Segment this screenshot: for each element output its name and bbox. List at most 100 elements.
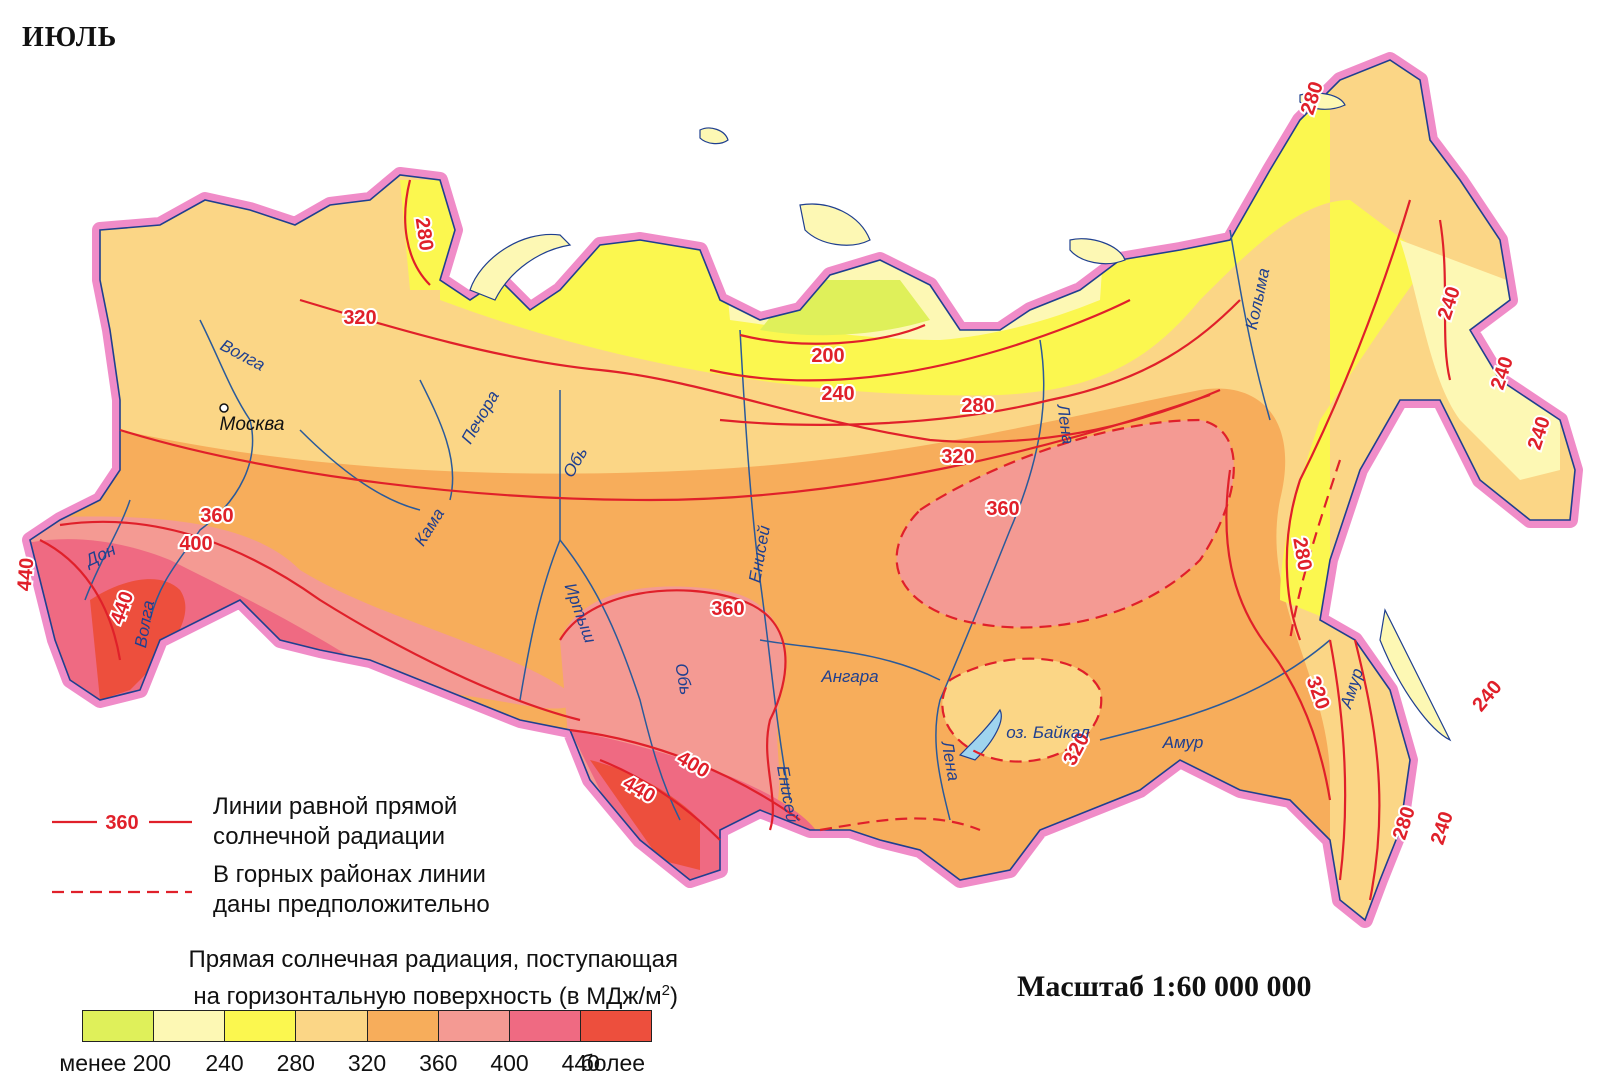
river-angara [759,639,941,681]
isoline-label: 400 [179,533,212,555]
isoline-label: 360 [986,498,1019,520]
legend-scale-title-line1: Прямая солнечная радиация, поступающая [188,946,678,973]
legend-color-cell [83,1011,155,1041]
legend-tick-label: менее 200 [59,1050,172,1076]
island-sakhalin [1379,608,1452,742]
legend-solid-line-sample: 360 [52,812,192,834]
river-kolyma [1229,229,1271,421]
river-lena [935,339,1045,821]
arctic-islands [469,92,1452,742]
isoline-label: 440 [14,557,39,592]
legend-dashed-line-text-1: В горных районах линии [213,861,486,888]
isoline-320-baikal-dashed [941,657,1103,763]
isoline-360-east-dashed [895,418,1235,629]
isoline-label: 320 [941,446,974,468]
city-label: Москва [220,414,285,435]
isoline-label: 280 [961,395,994,417]
legend-tick-label: 440 [561,1050,600,1076]
legend-dashed-line-text: В горных районах линии даны предположите… [213,860,573,920]
isoline-400-altai [569,728,801,821]
isoline-400-west [59,520,581,722]
river-volga [149,319,254,621]
legend-scale-title-line2: на горизонтальную поверхность (в МДж/м2) [38,975,678,1012]
island-franz-josef [699,127,729,145]
isoline-200 [739,323,926,345]
legend-color-cell [509,1011,581,1041]
legend-scale-title-end: ) [670,983,678,1010]
zone-over-440-caspian [90,579,186,700]
isoline-label: 240 [1427,809,1458,848]
legend-scale-title-line2-text: на горизонтальную поверхность (в МДж/м [193,983,662,1010]
isoline-label: 320 [343,307,376,329]
river-irtysh [519,539,561,701]
legend-color-cell [154,1011,226,1041]
river-label: Ангара [820,667,878,686]
legend-tick-label: 360 [419,1050,458,1076]
legend-solid-line-text-2: солнечной радиации [213,823,446,850]
island-novosibirsk [1069,238,1126,265]
legend-scale-title: Прямая солнечная радиация, поступающая н… [38,944,678,1012]
isolines-dashed [819,418,1342,832]
legend-solid-line-text-1: Линии равной прямой [213,793,458,820]
isoline-320-north [299,298,1221,444]
isoline-280-kola [404,179,431,286]
legend-solid-line-label: 360 [105,812,138,834]
isoline-280-east [1285,199,1412,641]
isoline-mountain-south-dashed [819,817,981,832]
zone-over-440-altai [590,760,700,870]
isoline-label: 240 [821,383,854,405]
isoline-440-altai [599,758,721,841]
river-don [84,499,131,601]
legend-tick-label: 280 [276,1050,315,1076]
map-scale: Масштаб 1:60 000 000 [1017,970,1312,1003]
isoline-240-south [1353,639,1381,901]
legend-dashed-line-text-2: даны предположительно [213,891,490,918]
river-ob-upper [559,539,681,821]
isoline-label: 280 [411,216,437,252]
land-outline [29,59,1576,922]
lake-label: оз. Байкал [1006,723,1090,742]
legend-tick-label: 320 [347,1050,387,1076]
isoline-360-altai [559,589,787,831]
river-yenisei [739,329,791,801]
isoline-label: 360 [200,505,233,527]
legend-color-cell [225,1011,297,1041]
zone-240-280 [700,60,1120,340]
isoline-440-west [39,539,122,661]
isoline-280-south [1328,639,1347,881]
isoline-360-west [119,393,1211,502]
isoline-240-kamchatka [1438,219,1452,381]
zone-320-base-north [400,180,450,290]
legend-color-cell [367,1011,439,1041]
map-title: ИЮЛЬ [22,22,118,53]
zone-360-400-east [896,420,1234,628]
legend-tick-label: более [580,1050,646,1076]
river-amur [1099,639,1331,741]
island-wrangel [1299,92,1346,110]
legend-solid-line-text: Линии равной прямой солнечной радиации [213,792,573,852]
legend-tick-label: 400 [490,1050,529,1076]
isoline-280-east-dashed [1288,459,1342,641]
legend-scale-title-sup: 2 [661,982,670,999]
river-pechora [419,379,454,501]
legend-color-cell [580,1011,651,1041]
island-novaya-zemlya [469,233,572,301]
river-label: Амур [1162,733,1204,752]
legend-dashed-line-sample [52,890,192,894]
rivers [84,229,1331,821]
isoline-320-east [1225,469,1332,801]
legend-tick-label: 240 [205,1050,244,1076]
legend-scale-labels: менее 200 240 280 320 360 400 440 более [40,1050,700,1080]
isoline-240 [709,299,1131,382]
lake-baikal [958,708,1002,761]
isoline-label: 360 [711,598,744,620]
isoline-280-north [719,299,1241,426]
moscow-marker [219,403,229,413]
legend-color-cell [296,1011,368,1041]
isoline-label: 200 [811,345,844,367]
legend-color-cell [438,1011,510,1041]
isoline-label: 240 [1468,676,1506,716]
isolines [39,179,1452,901]
